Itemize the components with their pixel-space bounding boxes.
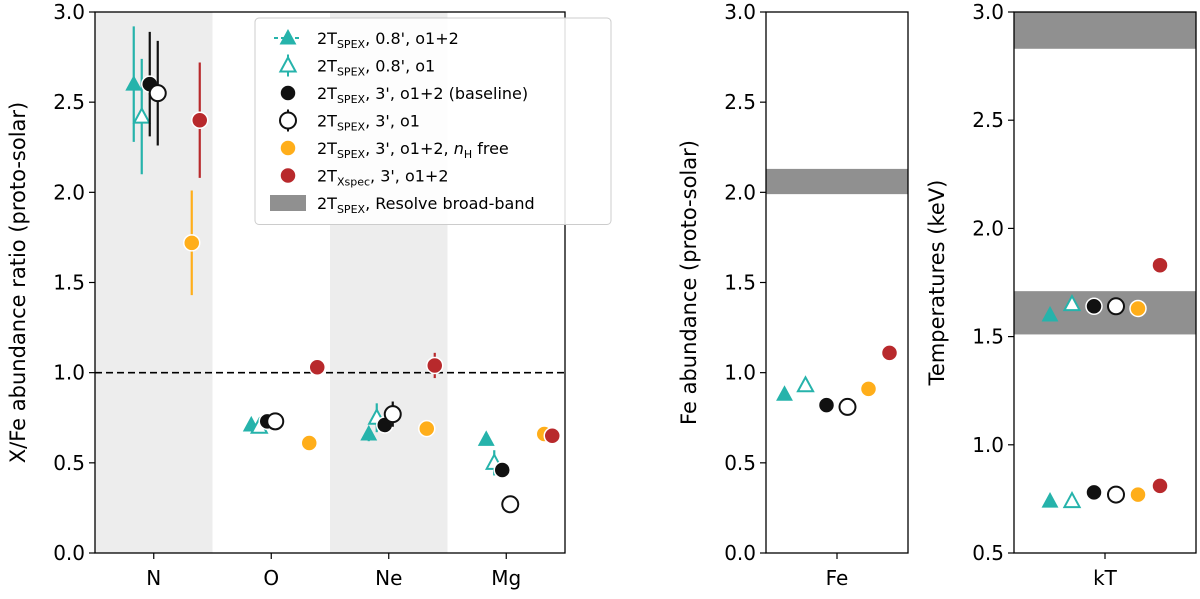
y-axis-label: Temperatures (keV) <box>925 180 949 387</box>
legend-marker <box>279 28 297 45</box>
data-point <box>501 495 520 514</box>
y-tick-label: 2.5 <box>53 90 85 114</box>
panel-3: 0.5 1.0 1.5 2.0 2.5 3.0 Temperatures (keV) kT <box>925 0 1197 590</box>
shade-n <box>95 12 213 553</box>
legend-label: 2TXspec, 3', o1+2 <box>317 167 449 189</box>
y-tick-label: 0.5 <box>972 541 1004 565</box>
data-point <box>859 380 878 398</box>
legend-marker <box>279 111 297 130</box>
band-1 <box>1014 12 1196 49</box>
y-tick-label: 0.0 <box>53 541 85 565</box>
data-point <box>796 375 815 393</box>
y-tick-label: 1.0 <box>972 433 1004 457</box>
panel-1: 0.0 0.5 1.0 1.5 2.0 2.5 3.0 X/Fe abundance rati… <box>6 0 612 590</box>
data-point <box>1085 483 1103 502</box>
y-tick-label: 2.0 <box>53 180 85 204</box>
data-point <box>1107 485 1125 504</box>
data-point <box>300 434 318 452</box>
y-tick-label: 2.5 <box>724 90 756 114</box>
y-tick-label: 0.5 <box>724 451 756 475</box>
legend-box <box>254 17 612 225</box>
axes-frame <box>1013 11 1197 554</box>
legend: 2TSPEX, 0.8', o1+2 2TSPEX, 0.8', o1 2TSPEX… <box>254 17 612 225</box>
x-tick-label-mg: Mg <box>491 566 521 590</box>
y-tick-label: 1.0 <box>53 361 85 385</box>
y-tick-label: 3.0 <box>53 0 85 24</box>
data-point <box>418 419 436 438</box>
y-tick-label: 2.5 <box>972 108 1004 132</box>
data-point <box>880 344 899 362</box>
y-tick-label: 1.5 <box>724 271 756 295</box>
band-2 <box>1014 291 1196 335</box>
legend-label: 2TSPEX, 0.8', o1+2 <box>317 29 459 51</box>
band-1 <box>766 168 908 195</box>
legend-marker <box>278 55 298 73</box>
legend-band-swatch <box>270 195 306 211</box>
legend-label: 2TSPEX, 3', o1+2 (baseline) <box>317 84 528 106</box>
y-tick-label: 1.5 <box>53 271 85 295</box>
legend-label: 2TSPEX, 0.8', o1 <box>317 57 435 79</box>
y-tick-label: 0.0 <box>724 541 756 565</box>
x-tick-label-o: O <box>263 566 279 590</box>
legend-marker <box>279 84 297 102</box>
y-tick-label: 0.5 <box>53 451 85 475</box>
data-point <box>477 430 495 446</box>
panel-2: 0.0 0.5 1.0 1.5 2.0 2.5 3.0 Fe abundance (proto… <box>677 0 909 590</box>
data-point <box>308 358 326 377</box>
legend-label: 2TSPEX, 3', o1 <box>317 112 420 134</box>
data-point <box>1062 490 1082 509</box>
data-point <box>148 84 167 103</box>
data-point <box>360 424 378 441</box>
legend-marker <box>279 166 297 185</box>
y-tick-label: 1.0 <box>724 361 756 385</box>
y-tick-label: 2.0 <box>724 180 756 204</box>
data-point <box>266 412 285 431</box>
y-tick-label: 1.5 <box>972 325 1004 349</box>
data-point <box>817 396 836 414</box>
data-point <box>1129 299 1147 318</box>
data-point <box>1151 477 1169 495</box>
data-point <box>776 385 793 401</box>
data-point <box>183 234 201 252</box>
x-tick-label-ne: Ne <box>375 566 402 590</box>
y-tick-label: 2.0 <box>972 216 1004 240</box>
axes-frame <box>765 11 909 554</box>
legend-label: 2TSPEX, Resolve broad-band <box>317 194 535 216</box>
y-tick-label: 3.0 <box>724 0 756 24</box>
y-axis-label: Fe abundance (proto-solar) <box>677 140 701 425</box>
data-point <box>1041 492 1059 508</box>
x-tick-label-kt: kT <box>1093 566 1118 590</box>
data-point <box>132 106 152 124</box>
data-point <box>125 75 143 91</box>
data-point <box>191 111 209 129</box>
data-point <box>1085 297 1103 316</box>
legend-label: 2TSPEX, 3', o1+2, nH free <box>317 139 509 161</box>
x-tick-label-n: N <box>146 566 161 590</box>
y-tick-label: 3.0 <box>972 0 1004 24</box>
data-point <box>1041 305 1059 322</box>
data-point <box>543 427 561 445</box>
data-point <box>1129 485 1147 504</box>
data-point <box>426 356 444 375</box>
y-axis-label: X/Fe abundance ratio (proto-solar) <box>6 102 30 463</box>
data-point <box>493 461 511 479</box>
data-point <box>1062 294 1082 312</box>
data-point <box>1107 297 1125 316</box>
data-point <box>1151 256 1169 274</box>
data-point <box>838 397 857 416</box>
legend-marker <box>279 139 297 157</box>
x-tick-label-fe: Fe <box>826 566 849 590</box>
data-point <box>383 405 402 424</box>
